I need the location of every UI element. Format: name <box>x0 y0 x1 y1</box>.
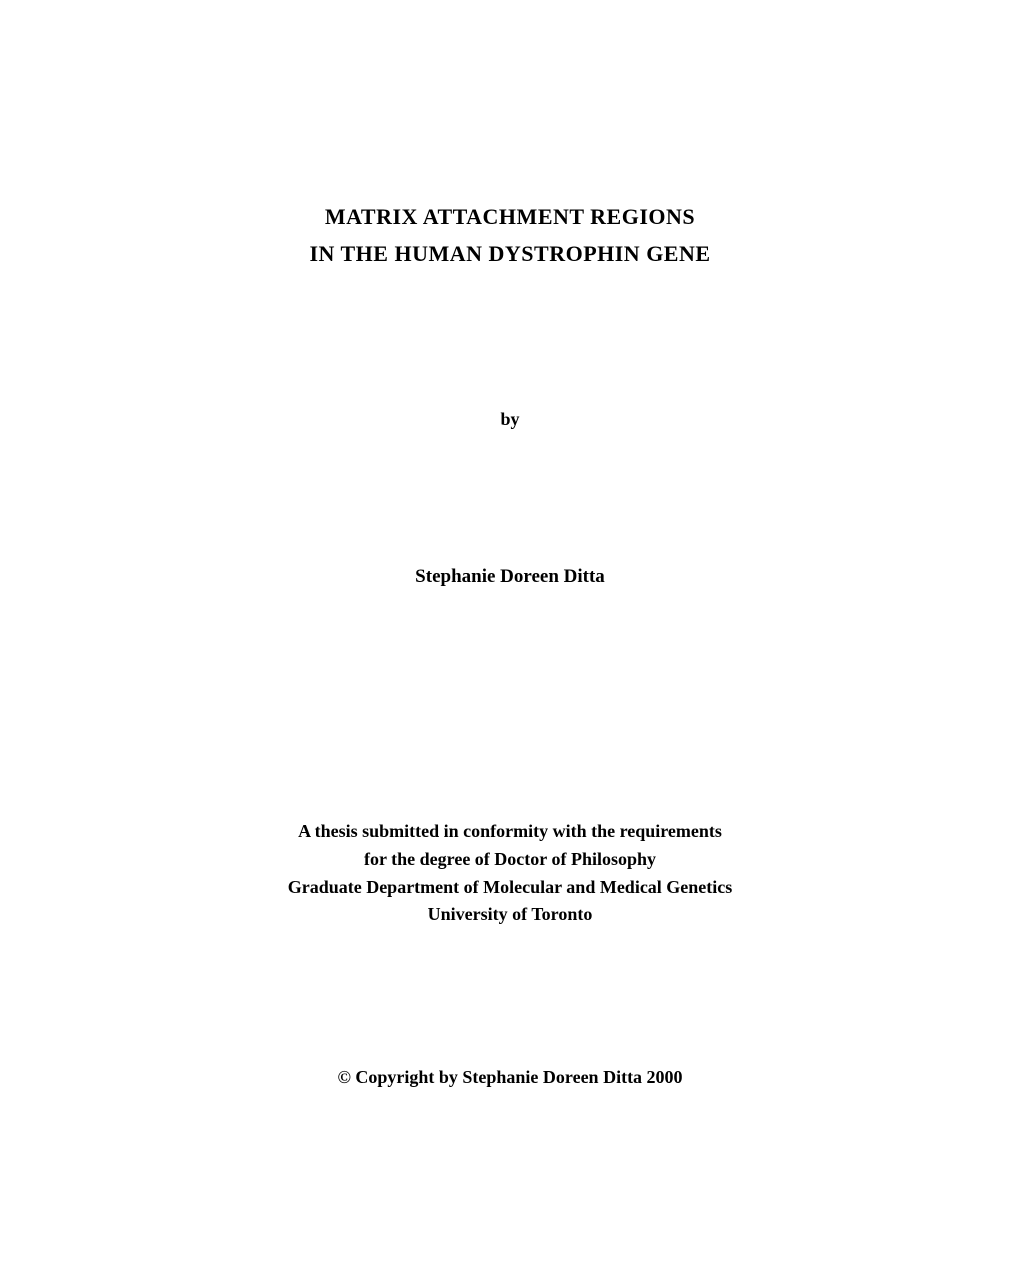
author-name: Stephanie Doreen Ditta <box>415 566 605 587</box>
by-block: by <box>140 409 880 430</box>
submission-statement: A thesis submitted in conformity with th… <box>140 818 880 930</box>
copyright-block: © Copyright by Stephanie Doreen Ditta 20… <box>140 1067 880 1088</box>
submission-line-3: Graduate Department of Molecular and Med… <box>140 874 880 902</box>
title-line-2: IN THE HUMAN DYSTROPHIN GENE <box>140 235 880 272</box>
title-block: MATRIX ATTACHMENT REGIONS IN THE HUMAN D… <box>140 198 880 273</box>
author-block: Stephanie Doreen Ditta <box>140 566 880 588</box>
copyright-text: © Copyright by Stephanie Doreen Ditta 20… <box>337 1067 682 1087</box>
thesis-title-page: MATRIX ATTACHMENT REGIONS IN THE HUMAN D… <box>0 0 1020 1271</box>
title-line-1: MATRIX ATTACHMENT REGIONS <box>140 198 880 235</box>
submission-line-2: for the degree of Doctor of Philosophy <box>140 846 880 874</box>
submission-line-4: University of Toronto <box>140 901 880 929</box>
by-text: by <box>500 409 519 429</box>
submission-line-1: A thesis submitted in conformity with th… <box>140 818 880 846</box>
